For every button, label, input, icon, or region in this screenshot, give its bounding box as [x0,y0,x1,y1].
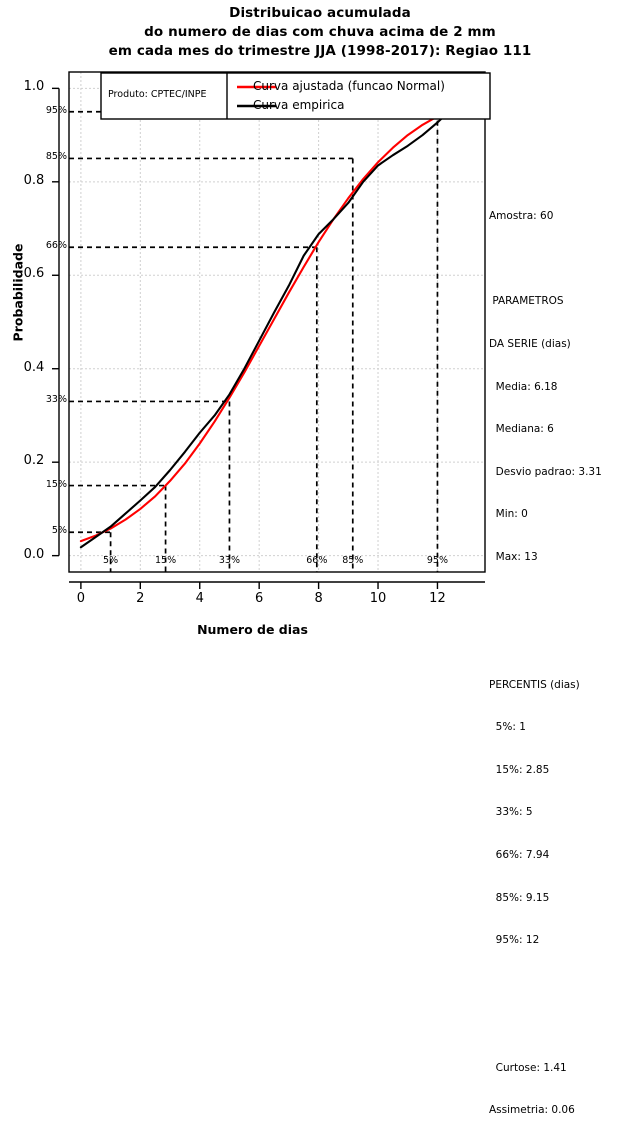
stats-spacer-4 [489,976,640,990]
percentile-y-label-85: 85% [45,151,67,163]
x-axis-label: Numero de dias [197,622,308,637]
x-tick-label-8: 8 [314,591,323,606]
stat-p85: 85%: 9.15 [489,891,550,904]
stat-max: Max: 13 [489,551,538,564]
stat-p33: 33%: 5 [489,806,533,819]
legend-produto-text: Produto: CPTEC/INPE [108,89,207,100]
stat-mediana: Mediana: 6 [489,423,554,436]
y-tick-label-1-0: 1.0 [23,79,45,95]
legend-entry-empirical-label: Curva empirica [253,98,345,112]
y-tick-label-0-0: 0.0 [23,546,45,562]
stat-curtose: Curtose: 1.41 [489,1061,567,1074]
stats-spacer-2 [489,593,640,607]
y-axis-label: Probabilidade [10,243,26,342]
title-line-2: do numero de dias com chuva acima de 2 m… [144,24,496,40]
stat-p95: 95%: 12 [489,934,540,947]
chart-page: Distribuicao acumulada do numero de dias… [0,4,640,1116]
y-tick-label-0-8: 0.8 [23,172,45,188]
title-line-1: Distribuicao acumulada [229,5,411,21]
cumulative-distribution-plot [52,71,491,589]
legend-entry-fitted-label: Curva ajustada (funcao Normal) [253,79,445,93]
x-tick-label-2: 2 [136,591,145,606]
stats-spacer-3 [489,635,640,649]
percentile-x-label-95: 95% [426,555,449,566]
page-title: Distribuicao acumulada do numero de dias… [0,4,640,61]
stat-parametros-header-2: DA SERIE (dias) [489,338,571,351]
y-tick-label-0-4: 0.4 [23,359,45,375]
stat-media: Media: 6.18 [489,380,558,393]
stat-amostra: Amostra: 60 [489,210,554,223]
curve-empirical [79,94,469,549]
x-tick-label-4: 4 [195,591,204,606]
stat-p15: 15%: 2.85 [489,763,550,776]
stat-p5: 5%: 1 [489,721,526,734]
statistics-panel: Amostra: 60 PARAMETROS DA SERIE (dias) M… [489,181,640,1146]
percentile-x-label-85: 85% [342,555,364,566]
y-tick-label-0-2: 0.2 [23,453,45,469]
stat-desvio-padrao: Desvio padrao: 3.31 [489,465,602,478]
percentile-x-label-33: 33% [218,555,241,566]
title-line-3: em cada mes do trimestre JJA (1998-2017)… [108,43,532,59]
percentile-y-label-5: 5% [51,525,67,537]
stats-spacer-1 [489,252,640,266]
x-tick-label-0: 0 [76,591,86,606]
percentile-y-label-66: 66% [45,240,67,252]
stat-assimetria: Assimetria: 0.06 [489,1104,575,1117]
percentile-x-label-66: 66% [306,555,328,566]
legend-box [100,72,491,120]
percentile-x-label-5: 5% [103,555,119,566]
percentile-x-label-15: 15% [155,555,177,566]
x-tick-label-12: 12 [429,591,446,606]
stat-min: Min: 0 [489,508,528,521]
percentile-y-label-33: 33% [45,394,67,406]
stat-parametros-header-1: PARAMETROS [489,295,564,308]
curve-fitted-normal [79,102,469,543]
stat-percentis-header: PERCENTIS (dias) [489,678,580,691]
x-tick-label-6: 6 [255,591,264,606]
percentile-y-label-95: 95% [45,104,67,116]
stats-spacer-5 [489,1018,640,1032]
stat-p66: 66%: 7.94 [489,848,550,861]
x-tick-label-10: 10 [369,591,387,606]
percentile-y-label-15: 15% [45,478,67,490]
y-tick-label-0-6: 0.6 [23,266,45,282]
plot-frame [68,71,486,573]
